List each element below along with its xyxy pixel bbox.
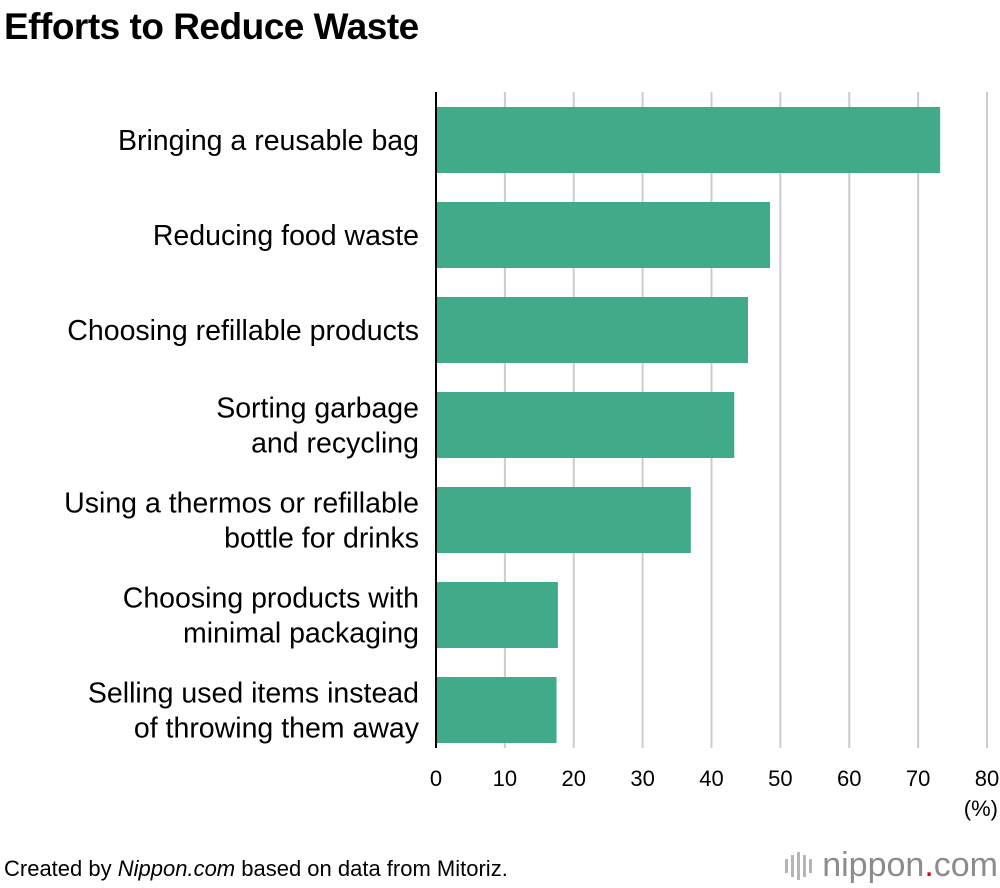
bar xyxy=(436,297,749,363)
x-tick-label: 40 xyxy=(699,766,723,791)
category-label: Bringing a reusable bag xyxy=(118,125,419,157)
source-suffix: based on data from Mitoriz. xyxy=(235,856,508,881)
logo-tld: com xyxy=(933,846,998,884)
bar xyxy=(436,107,941,173)
logo-dot: . xyxy=(924,846,934,884)
category-label: Using a thermos or refillable bottle for … xyxy=(64,488,419,555)
bars xyxy=(436,107,941,743)
bar xyxy=(436,202,771,268)
x-tick-label: 30 xyxy=(630,766,654,791)
x-tick-label: 60 xyxy=(837,766,861,791)
category-label: Reducing food waste xyxy=(153,220,419,252)
bar-chart: Bringing a reusable bag Reducing food was… xyxy=(64,92,999,821)
bar xyxy=(436,582,558,648)
category-label: Choosing refillable products xyxy=(67,315,419,347)
chart-title: Efforts to Reduce Waste xyxy=(4,6,419,47)
nippon-logo: nippon. com xyxy=(785,846,998,885)
bar xyxy=(436,677,557,743)
x-tick-label: 50 xyxy=(768,766,792,791)
category-label: Selling used items instead of throwing th… xyxy=(88,678,420,745)
x-tick-label: 80 xyxy=(975,766,999,791)
x-tick-label: 20 xyxy=(562,766,586,791)
source-note: Created by Nippon.com based on data from… xyxy=(4,856,508,882)
source-prefix: Created by xyxy=(4,856,118,881)
x-tick-label: 0 xyxy=(430,766,442,791)
source-site: Nippon.com xyxy=(117,856,236,881)
logo-main: nippon xyxy=(822,846,925,884)
category-labels: Bringing a reusable bag Reducing food was… xyxy=(64,125,420,745)
x-tick-label: 10 xyxy=(493,766,517,791)
category-label: Choosing products with minimal packaging xyxy=(123,583,419,650)
bar xyxy=(436,392,735,458)
x-tick-label: 70 xyxy=(906,766,930,791)
logo-bars-icon xyxy=(785,851,813,880)
category-label: Sorting garbage and recycling xyxy=(216,393,419,460)
x-tick-labels: 0 10 20 30 40 50 60 70 80 xyxy=(430,766,999,791)
bar xyxy=(436,487,691,553)
x-axis-unit: (%) xyxy=(964,796,998,821)
